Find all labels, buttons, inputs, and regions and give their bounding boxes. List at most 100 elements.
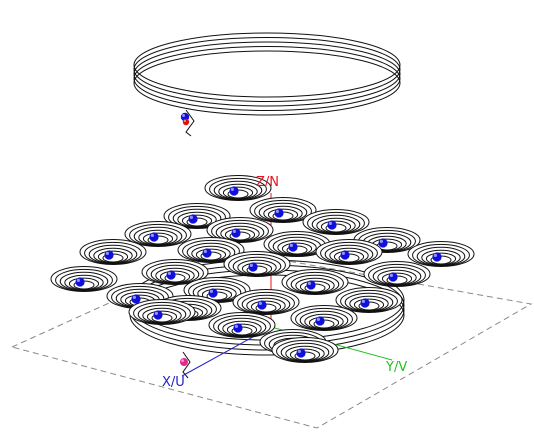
small-coil-feed-node bbox=[153, 310, 163, 320]
small-coil-feed-node-highlight bbox=[230, 187, 234, 191]
small-coil-feed-node-highlight bbox=[389, 273, 394, 278]
small-coil-feed-node-highlight bbox=[361, 299, 366, 304]
small-coil-turn bbox=[197, 285, 237, 302]
small-coil-turn bbox=[237, 291, 295, 315]
small-coil-turn bbox=[368, 263, 426, 287]
small-coil-turn bbox=[168, 205, 226, 229]
small-coil-feed-node bbox=[288, 242, 298, 252]
small-coil-turn bbox=[340, 289, 398, 313]
small-coil-feed-node-highlight bbox=[289, 243, 294, 247]
small-coil bbox=[208, 312, 276, 338]
top-coil-turn bbox=[133, 46, 401, 111]
bottom-coil-feed-wire bbox=[182, 351, 191, 379]
small-coil-feed-node bbox=[149, 232, 159, 242]
small-coil-feed-node-highlight bbox=[275, 209, 280, 213]
small-coil bbox=[249, 197, 317, 223]
small-coil-turn bbox=[64, 274, 104, 291]
small-coil-feed-node-highlight bbox=[167, 271, 171, 276]
small-coil-feed-node bbox=[340, 250, 350, 260]
small-coil-turn bbox=[254, 199, 312, 223]
small-coil-turn bbox=[295, 277, 335, 294]
ground-plane-outline bbox=[10, 249, 533, 429]
small-coil-feed-node bbox=[202, 248, 212, 258]
small-coil-turn bbox=[218, 183, 258, 200]
small-coil-feed-node bbox=[296, 348, 306, 358]
small-coil bbox=[281, 269, 349, 295]
small-coil-turn bbox=[146, 261, 204, 285]
small-coil-turn bbox=[316, 217, 356, 234]
top-coil-turn bbox=[133, 41, 401, 107]
small-coil-feed-node-highlight bbox=[379, 239, 384, 243]
x-axis-label: X/U bbox=[162, 375, 185, 390]
small-coil-feed-node-highlight bbox=[234, 324, 238, 329]
small-coil-turn bbox=[377, 269, 417, 286]
small-coil-feed-node bbox=[274, 208, 284, 218]
small-coil bbox=[141, 259, 209, 285]
small-coil-feed-node bbox=[229, 186, 239, 196]
small-coil-feed-node bbox=[306, 280, 316, 290]
y-axis-label: Y/V bbox=[385, 360, 407, 375]
small-coil-feed-node-highlight bbox=[328, 221, 333, 225]
small-coil-feed-node-highlight bbox=[258, 301, 263, 306]
small-coil-turn bbox=[55, 268, 113, 292]
small-coil bbox=[50, 266, 118, 292]
small-coil-turn bbox=[277, 239, 317, 256]
ground-plane bbox=[10, 249, 533, 429]
top-coil-turn bbox=[133, 32, 401, 98]
small-coil-turn bbox=[304, 313, 344, 330]
small-coil-turn bbox=[286, 271, 344, 295]
small-coil bbox=[177, 237, 245, 263]
small-coil-feed-node bbox=[327, 220, 337, 230]
small-coil-turn bbox=[220, 225, 260, 242]
small-coil-feed-node bbox=[166, 270, 176, 280]
small-coil-feed-node bbox=[360, 298, 370, 308]
small-coil-turn bbox=[138, 229, 178, 246]
small-coil bbox=[232, 289, 300, 315]
z-axis-label: Z/N bbox=[256, 175, 279, 190]
small-coil-turn bbox=[213, 314, 271, 338]
small-coil-feed-node bbox=[388, 272, 398, 282]
small-coil-feed-node bbox=[233, 323, 243, 333]
small-coil-feed-node bbox=[208, 288, 218, 298]
small-coil-turn bbox=[222, 320, 262, 337]
small-coil-feed-node-highlight bbox=[249, 263, 253, 268]
small-coil-feed-node bbox=[131, 294, 141, 304]
small-coil bbox=[315, 239, 383, 265]
small-coil bbox=[263, 231, 331, 257]
small-coil bbox=[407, 241, 475, 267]
bottom-coil-feed-node bbox=[180, 358, 188, 366]
small-coil-feed-node bbox=[315, 316, 325, 326]
bottom-coil-feed-node-highlight bbox=[181, 359, 185, 362]
small-coil-turn bbox=[129, 223, 187, 247]
small-coil-feed-node-highlight bbox=[433, 253, 438, 257]
small-coil-turn bbox=[295, 307, 353, 331]
small-coil-feed-node bbox=[188, 214, 198, 224]
small-coil-feed-node-highlight bbox=[150, 233, 154, 237]
small-coil-feed-node-highlight bbox=[232, 229, 236, 233]
small-coil bbox=[363, 261, 431, 287]
small-coil-feed-node-highlight bbox=[105, 251, 109, 255]
top-coil-turn bbox=[133, 50, 401, 116]
small-coil bbox=[223, 251, 291, 277]
small-coil-turn bbox=[211, 219, 269, 243]
top-coil-feed-node-highlight bbox=[182, 114, 185, 117]
small-coil bbox=[290, 305, 358, 331]
small-coil-turn bbox=[263, 205, 303, 222]
small-coil-turn bbox=[237, 259, 277, 276]
small-coil-turn bbox=[209, 177, 267, 201]
small-coil bbox=[271, 337, 339, 363]
small-coil-feed-node bbox=[248, 262, 258, 272]
small-coil-feed-node-highlight bbox=[76, 278, 80, 283]
small-coil bbox=[302, 209, 370, 235]
small-coil bbox=[79, 239, 147, 265]
small-coil-turn bbox=[349, 295, 389, 312]
small-coil-feed-node-highlight bbox=[209, 289, 213, 294]
top-coil-feed-wire bbox=[185, 109, 195, 137]
small-coil-feed-node bbox=[231, 228, 241, 238]
small-coil-turn bbox=[276, 339, 334, 363]
small-coil-feed-node bbox=[378, 238, 388, 248]
small-coil-feed-node-highlight bbox=[341, 251, 346, 255]
top-coil-turn bbox=[133, 37, 401, 102]
small-coil-turn bbox=[133, 301, 191, 325]
